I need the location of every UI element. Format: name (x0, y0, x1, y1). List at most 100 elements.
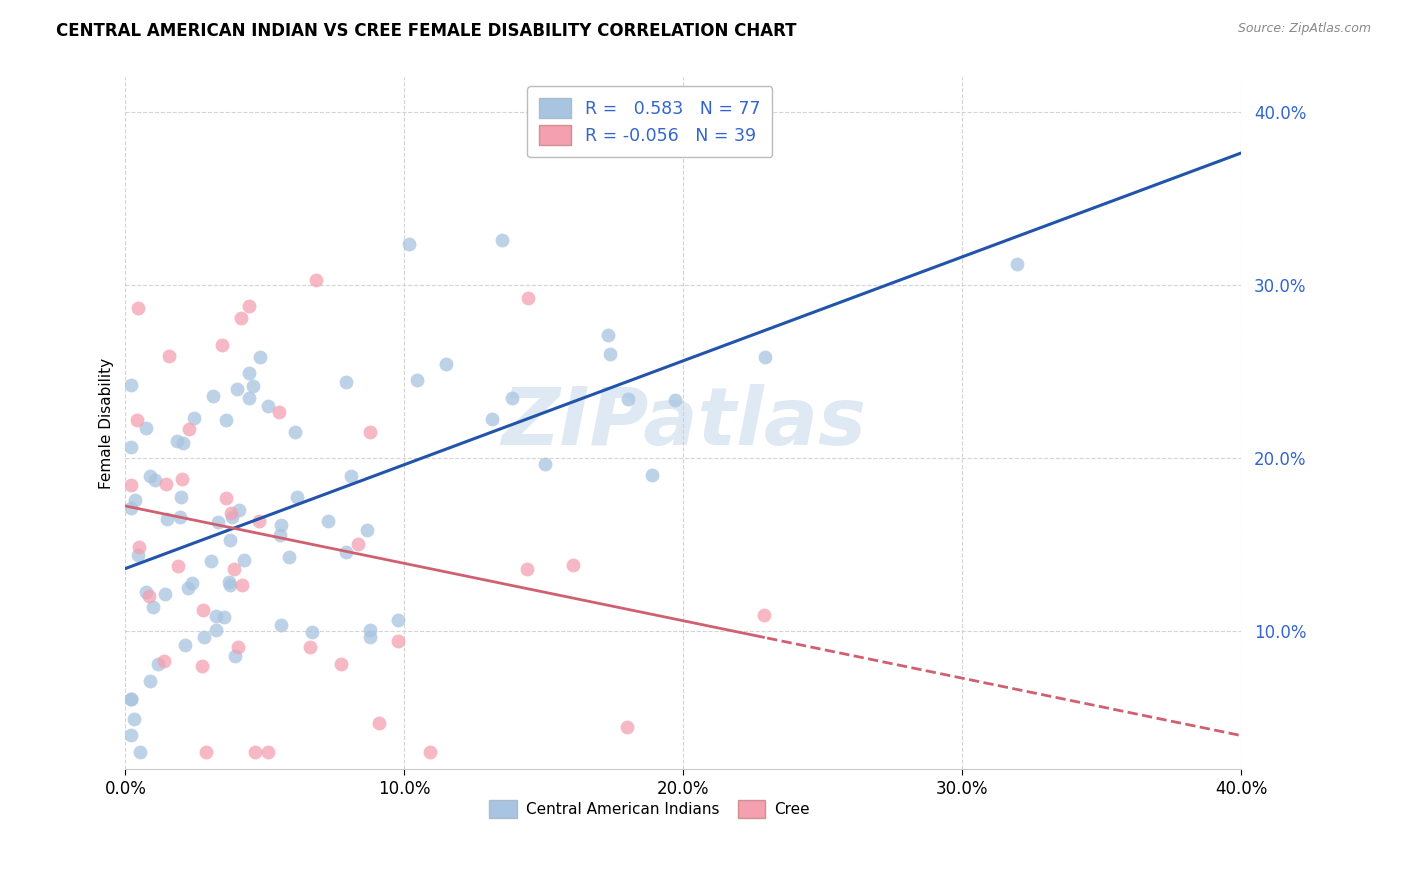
Point (335, 376, 357, 390)
Point (752, 607, 775, 622)
Point (249, 350, 271, 364)
Point (284, 425, 307, 439)
Point (398, 237, 420, 252)
Point (335, 545, 357, 559)
Point (243, 745, 266, 759)
Point (207, 515, 229, 529)
Point (169, 510, 191, 524)
Point (155, 477, 177, 491)
Point (534, 457, 557, 471)
Point (406, 373, 429, 387)
Point (238, 391, 260, 405)
Point (247, 514, 270, 528)
Point (170, 490, 193, 504)
Point (238, 299, 260, 313)
Point (299, 640, 322, 655)
Point (340, 469, 363, 483)
Point (135, 421, 157, 435)
Point (231, 578, 253, 592)
Point (139, 674, 162, 689)
Point (120, 692, 142, 706)
Point (278, 549, 301, 564)
Point (754, 350, 776, 364)
Point (231, 310, 253, 325)
Point (142, 599, 165, 614)
Point (501, 392, 523, 406)
Text: ZIPatlas: ZIPatlas (501, 384, 866, 462)
Point (204, 623, 226, 637)
Point (481, 412, 503, 426)
Point (491, 233, 513, 247)
Point (387, 634, 409, 648)
Point (211, 337, 233, 351)
Point (177, 422, 200, 436)
Point (156, 512, 179, 526)
Legend: Central American Indians, Cree: Central American Indians, Cree (484, 794, 817, 824)
Point (166, 558, 188, 573)
Point (434, 358, 457, 372)
Point (221, 509, 243, 524)
Point (218, 575, 240, 590)
Point (205, 609, 228, 624)
Point (120, 378, 142, 392)
Point (180, 575, 202, 590)
Point (616, 720, 638, 734)
Point (516, 562, 538, 576)
Point (219, 506, 242, 520)
Point (120, 478, 142, 492)
Point (127, 301, 149, 315)
Y-axis label: Female Disability: Female Disability (100, 358, 114, 489)
Point (219, 533, 242, 547)
Point (125, 413, 148, 427)
Point (129, 745, 152, 759)
Point (194, 745, 217, 759)
Point (128, 540, 150, 554)
Point (193, 603, 215, 617)
Point (174, 638, 197, 652)
Point (270, 617, 292, 632)
Point (139, 469, 162, 483)
Point (270, 518, 292, 533)
Point (356, 523, 378, 537)
Point (562, 558, 585, 572)
Text: Source: ZipAtlas.com: Source: ZipAtlas.com (1237, 22, 1371, 36)
Point (238, 366, 260, 380)
Point (157, 349, 180, 363)
Point (127, 548, 149, 562)
Point (267, 405, 290, 419)
Point (285, 491, 308, 505)
Point (120, 441, 142, 455)
Point (419, 745, 441, 759)
Point (616, 392, 638, 406)
Point (228, 503, 250, 517)
Point (329, 657, 352, 671)
Point (218, 578, 240, 592)
Point (664, 393, 686, 408)
Point (301, 625, 323, 640)
Point (124, 493, 146, 508)
Point (166, 434, 188, 448)
Point (387, 613, 409, 627)
Point (359, 623, 381, 637)
Point (641, 468, 664, 483)
Point (225, 382, 247, 396)
Point (1005, 257, 1028, 271)
Point (143, 474, 166, 488)
Point (172, 436, 194, 450)
Point (122, 712, 145, 726)
Point (256, 399, 278, 413)
Point (346, 537, 368, 551)
Point (212, 610, 235, 624)
Point (269, 528, 291, 542)
Point (121, 728, 143, 742)
Point (228, 640, 250, 655)
Point (242, 379, 264, 393)
Point (120, 501, 142, 516)
Point (222, 562, 245, 576)
Point (598, 327, 620, 342)
Point (138, 589, 160, 603)
Point (359, 630, 381, 644)
Point (120, 692, 142, 706)
Point (153, 587, 176, 601)
Point (200, 554, 222, 568)
